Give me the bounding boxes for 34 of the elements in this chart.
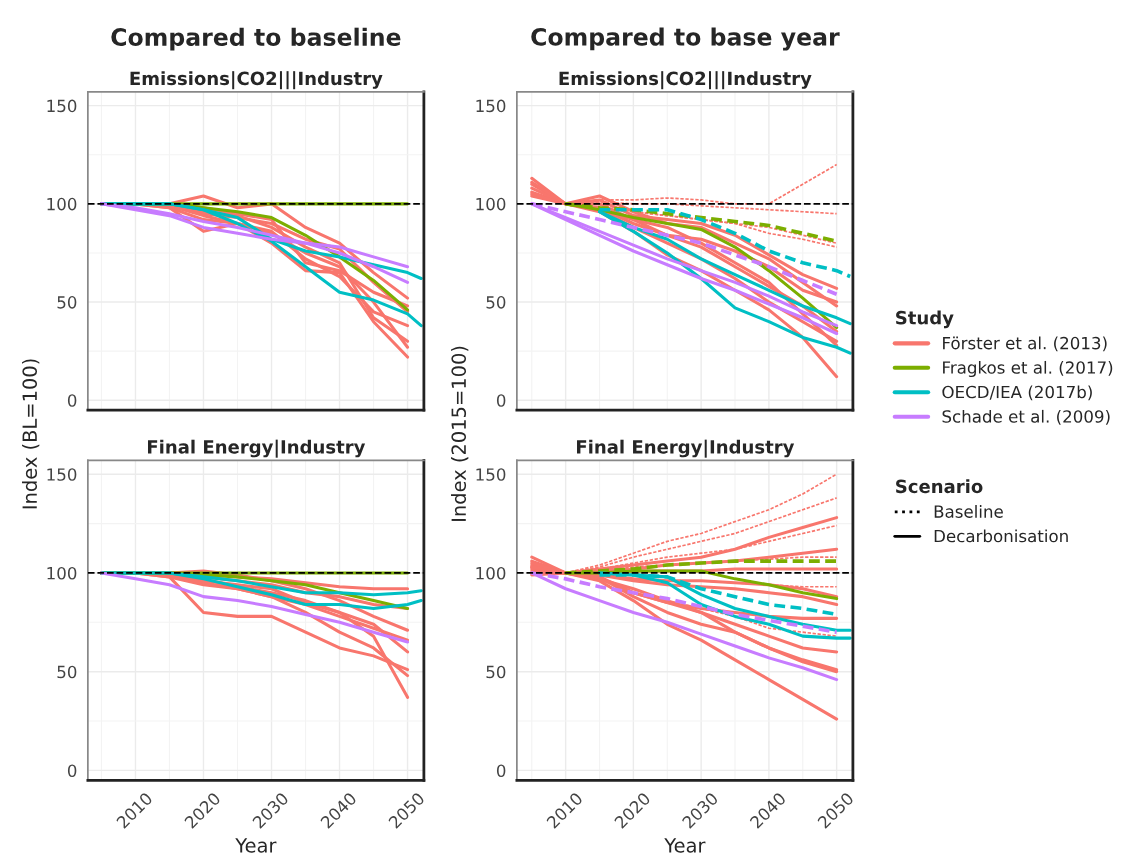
y-tick-label: 0 xyxy=(67,764,77,777)
chart-subtitle: Emissions|CO2|||Industry xyxy=(559,71,812,90)
legend-title: Study xyxy=(896,310,954,329)
y-tick-label: 50 xyxy=(486,296,506,309)
y-axis-title: Index (BL=100) xyxy=(21,359,40,509)
y-tick-label: 100 xyxy=(476,197,506,211)
y-tick-label: 150 xyxy=(476,99,506,113)
y-tick-label: 0 xyxy=(67,394,77,407)
y-tick-label: 50 xyxy=(57,665,77,679)
y-tick-label: 0 xyxy=(496,394,506,407)
legend-label: OECD/IEA (2017b) xyxy=(942,385,1092,401)
chart-title: Compared to baseline xyxy=(111,27,401,51)
x-axis-title: Year xyxy=(235,838,277,853)
chart-subtitle: Final Energy|Industry xyxy=(148,439,366,458)
text: Scenario xyxy=(896,479,983,494)
y-tick-label: 150 xyxy=(476,468,506,481)
y-tick-label: 150 xyxy=(47,99,77,113)
y-tick-label: 100 xyxy=(47,197,77,211)
legend-label: Fragkos et al. (2017) xyxy=(943,360,1113,378)
y-tick-label: 100 xyxy=(476,566,506,580)
legend-label: Schade et al. (2009) xyxy=(942,409,1110,425)
chart-title: Compared to base year xyxy=(531,27,840,51)
y-axis-title: Index (2015=100) xyxy=(451,346,469,521)
legend-label: Förster et al. (2013) xyxy=(943,336,1107,352)
y-tick-label: 100 xyxy=(47,566,77,580)
y-tick-label: 50 xyxy=(57,296,77,309)
y-tick-label: 0 xyxy=(496,764,506,777)
y-tick-label: 50 xyxy=(486,665,506,679)
chart-subtitle: Final Energy|Industry xyxy=(577,439,795,458)
text: Baseline xyxy=(934,504,1003,518)
y-tick-label: 150 xyxy=(47,468,77,481)
x-axis-title: Year xyxy=(664,838,706,853)
chart-subtitle: Emissions|CO2|||Industry xyxy=(130,71,383,90)
text: Decarbonisation xyxy=(934,529,1068,543)
